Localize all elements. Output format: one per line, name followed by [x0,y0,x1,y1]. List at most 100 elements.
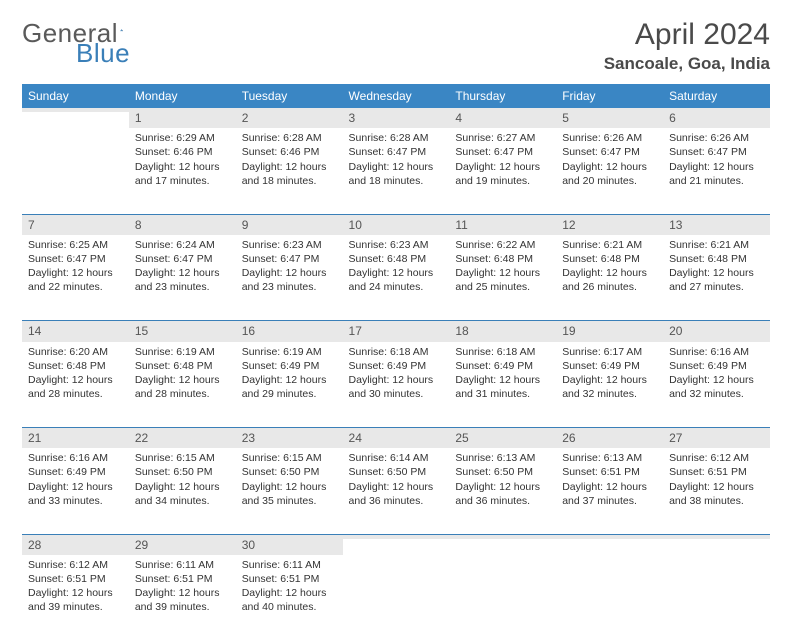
day-info-line: Sunrise: 6:27 AM [455,131,550,145]
day-content-row: Sunrise: 6:29 AMSunset: 6:46 PMDaylight:… [22,128,770,214]
weekday-header: Sunday [22,84,129,108]
day-number: 4 [449,108,556,128]
day-cell: Sunrise: 6:13 AMSunset: 6:51 PMDaylight:… [556,448,663,534]
day-info-line: Daylight: 12 hours and 37 minutes. [562,480,657,508]
day-number-row: 123456 [22,108,770,128]
day-cell: Sunrise: 6:15 AMSunset: 6:50 PMDaylight:… [129,448,236,534]
day-info-line: Sunset: 6:49 PM [455,359,550,373]
day-info-line: Daylight: 12 hours and 32 minutes. [562,373,657,401]
day-info-line: Sunset: 6:49 PM [562,359,657,373]
day-number [22,108,129,112]
day-info-line: Sunset: 6:49 PM [242,359,337,373]
weekday-header: Tuesday [236,84,343,108]
day-info-line: Sunrise: 6:11 AM [135,558,230,572]
day-info-line: Daylight: 12 hours and 24 minutes. [349,266,444,294]
day-info-line: Sunrise: 6:14 AM [349,451,444,465]
day-info-line: Sunrise: 6:12 AM [669,451,764,465]
day-cell: Sunrise: 6:24 AMSunset: 6:47 PMDaylight:… [129,235,236,321]
day-number: 17 [343,321,450,341]
day-number: 18 [449,321,556,341]
day-cell: Sunrise: 6:19 AMSunset: 6:48 PMDaylight:… [129,342,236,428]
day-info-line: Sunset: 6:51 PM [669,465,764,479]
logo-text-blue: Blue [76,38,130,69]
day-number: 20 [663,321,770,341]
day-info-line: Sunrise: 6:21 AM [562,238,657,252]
day-content-row: Sunrise: 6:25 AMSunset: 6:47 PMDaylight:… [22,235,770,321]
day-number: 15 [129,321,236,341]
day-info-line: Sunrise: 6:13 AM [455,451,550,465]
day-cell [22,128,129,214]
day-info-line: Daylight: 12 hours and 22 minutes. [28,266,123,294]
day-info-line: Sunset: 6:47 PM [562,145,657,159]
day-info-line: Sunrise: 6:23 AM [349,238,444,252]
day-info-line: Sunrise: 6:23 AM [242,238,337,252]
day-info-line: Daylight: 12 hours and 18 minutes. [242,160,337,188]
day-info-line: Sunrise: 6:15 AM [242,451,337,465]
location-label: Sancoale, Goa, India [604,54,770,74]
day-number: 1 [129,108,236,128]
day-info-line: Sunrise: 6:26 AM [669,131,764,145]
day-cell: Sunrise: 6:14 AMSunset: 6:50 PMDaylight:… [343,448,450,534]
day-cell: Sunrise: 6:19 AMSunset: 6:49 PMDaylight:… [236,342,343,428]
day-cell [556,555,663,641]
day-info-line: Sunrise: 6:12 AM [28,558,123,572]
day-info-line: Daylight: 12 hours and 39 minutes. [28,586,123,614]
day-info-line: Daylight: 12 hours and 31 minutes. [455,373,550,401]
day-cell: Sunrise: 6:21 AMSunset: 6:48 PMDaylight:… [663,235,770,321]
day-info-line: Sunset: 6:48 PM [455,252,550,266]
day-cell: Sunrise: 6:28 AMSunset: 6:47 PMDaylight:… [343,128,450,214]
day-info-line: Sunset: 6:48 PM [28,359,123,373]
day-info-line: Daylight: 12 hours and 36 minutes. [349,480,444,508]
day-number: 6 [663,108,770,128]
day-number: 5 [556,108,663,128]
day-info-line: Daylight: 12 hours and 35 minutes. [242,480,337,508]
day-info-line: Sunset: 6:49 PM [669,359,764,373]
day-info-line: Sunrise: 6:19 AM [135,345,230,359]
day-number: 19 [556,321,663,341]
day-cell: Sunrise: 6:21 AMSunset: 6:48 PMDaylight:… [556,235,663,321]
logo: General Blue [22,18,144,49]
day-cell: Sunrise: 6:12 AMSunset: 6:51 PMDaylight:… [663,448,770,534]
day-info-line: Sunset: 6:50 PM [349,465,444,479]
day-info-line: Sunset: 6:47 PM [349,145,444,159]
day-number: 16 [236,321,343,341]
day-info-line: Daylight: 12 hours and 25 minutes. [455,266,550,294]
day-cell: Sunrise: 6:15 AMSunset: 6:50 PMDaylight:… [236,448,343,534]
day-info-line: Sunset: 6:48 PM [135,359,230,373]
day-number-row: 14151617181920 [22,321,770,342]
day-number: 14 [22,321,129,341]
weekday-header: Saturday [663,84,770,108]
weekday-header: Monday [129,84,236,108]
day-info-line: Daylight: 12 hours and 18 minutes. [349,160,444,188]
day-cell [343,555,450,641]
day-info-line: Sunrise: 6:21 AM [669,238,764,252]
day-cell: Sunrise: 6:26 AMSunset: 6:47 PMDaylight:… [663,128,770,214]
day-number [343,535,450,539]
day-cell: Sunrise: 6:28 AMSunset: 6:46 PMDaylight:… [236,128,343,214]
title-block: April 2024 Sancoale, Goa, India [604,18,770,74]
day-content-row: Sunrise: 6:12 AMSunset: 6:51 PMDaylight:… [22,555,770,641]
day-info-line: Sunrise: 6:28 AM [242,131,337,145]
day-cell: Sunrise: 6:11 AMSunset: 6:51 PMDaylight:… [236,555,343,641]
day-info-line: Sunrise: 6:17 AM [562,345,657,359]
weekday-header: Wednesday [343,84,450,108]
day-info-line: Sunset: 6:47 PM [242,252,337,266]
day-info-line: Sunrise: 6:24 AM [135,238,230,252]
day-cell: Sunrise: 6:13 AMSunset: 6:50 PMDaylight:… [449,448,556,534]
day-info-line: Daylight: 12 hours and 30 minutes. [349,373,444,401]
day-info-line: Daylight: 12 hours and 36 minutes. [455,480,550,508]
day-info-line: Daylight: 12 hours and 29 minutes. [242,373,337,401]
day-cell: Sunrise: 6:18 AMSunset: 6:49 PMDaylight:… [449,342,556,428]
day-number: 25 [449,428,556,448]
day-info-line: Daylight: 12 hours and 21 minutes. [669,160,764,188]
day-number: 12 [556,215,663,235]
day-info-line: Sunset: 6:47 PM [669,145,764,159]
day-cell: Sunrise: 6:18 AMSunset: 6:49 PMDaylight:… [343,342,450,428]
day-info-line: Sunset: 6:46 PM [242,145,337,159]
day-info-line: Daylight: 12 hours and 20 minutes. [562,160,657,188]
day-info-line: Daylight: 12 hours and 38 minutes. [669,480,764,508]
weekday-header-row: Sunday Monday Tuesday Wednesday Thursday… [22,84,770,108]
day-cell [663,555,770,641]
day-info-line: Sunrise: 6:19 AM [242,345,337,359]
day-info-line: Sunrise: 6:22 AM [455,238,550,252]
